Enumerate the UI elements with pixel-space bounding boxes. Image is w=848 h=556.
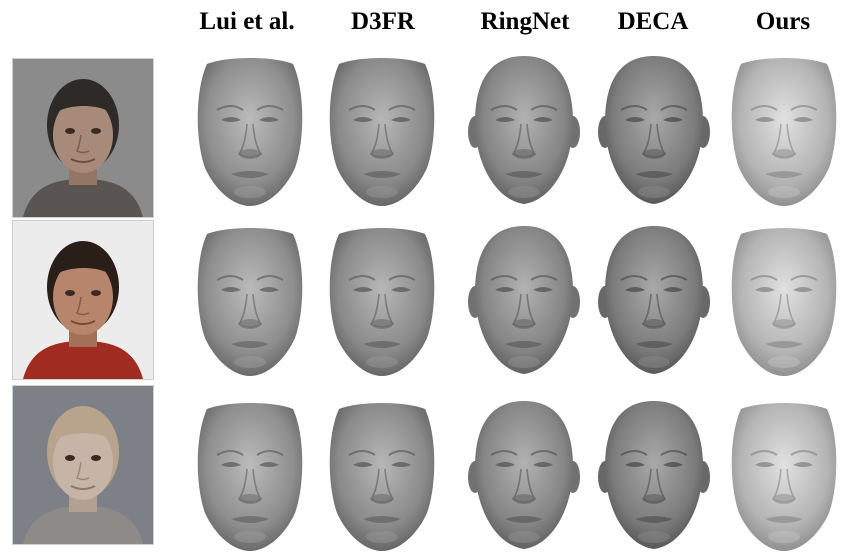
- face-render-ours-row-2: [721, 220, 847, 380]
- face-mesh-drawing: [468, 56, 580, 204]
- face-render-d3fr-row-2: [319, 220, 445, 380]
- column-header-d3fr: D3FR: [351, 8, 415, 35]
- face-render-ours-row-1: [721, 50, 847, 210]
- face-mesh-drawing: [468, 401, 580, 549]
- face-mesh-drawing: [731, 228, 837, 376]
- face-mesh-drawing: [598, 401, 710, 549]
- face-render-lui-row-3: [187, 395, 313, 555]
- face-mesh-drawing: [197, 228, 303, 376]
- face-mesh-drawing: [598, 56, 710, 204]
- face-mesh-drawing: [598, 226, 710, 374]
- column-header-deca: DECA: [617, 8, 689, 35]
- input-photo-row-3: [12, 385, 154, 545]
- face-render-lui-row-2: [187, 220, 313, 380]
- face-mesh-drawing: [329, 403, 435, 551]
- face-render-deca-row-3: [591, 395, 717, 555]
- face-mesh-drawing: [197, 403, 303, 551]
- face-mesh-drawing: [468, 226, 580, 374]
- face-render-d3fr-row-1: [319, 50, 445, 210]
- face-mesh-drawing: [329, 58, 435, 206]
- photo-drawing: [13, 59, 153, 217]
- input-photo-row-1: [12, 58, 154, 218]
- face-render-d3fr-row-3: [319, 395, 445, 555]
- photo-drawing: [13, 386, 153, 544]
- face-mesh-drawing: [731, 403, 837, 551]
- input-photo-row-2: [12, 220, 154, 380]
- face-render-deca-row-1: [591, 50, 717, 210]
- face-render-ringnet-row-3: [461, 395, 587, 555]
- face-mesh-drawing: [197, 58, 303, 206]
- face-render-deca-row-2: [591, 220, 717, 380]
- column-header-lui: Lui et al.: [199, 8, 295, 35]
- column-header-ringnet: RingNet: [480, 8, 570, 35]
- face-mesh-drawing: [329, 228, 435, 376]
- face-render-lui-row-1: [187, 50, 313, 210]
- face-render-ours-row-3: [721, 395, 847, 555]
- photo-drawing: [13, 221, 153, 379]
- face-render-ringnet-row-2: [461, 220, 587, 380]
- face-render-ringnet-row-1: [461, 50, 587, 210]
- face-mesh-drawing: [731, 58, 837, 206]
- column-header-ours: Ours: [755, 8, 811, 35]
